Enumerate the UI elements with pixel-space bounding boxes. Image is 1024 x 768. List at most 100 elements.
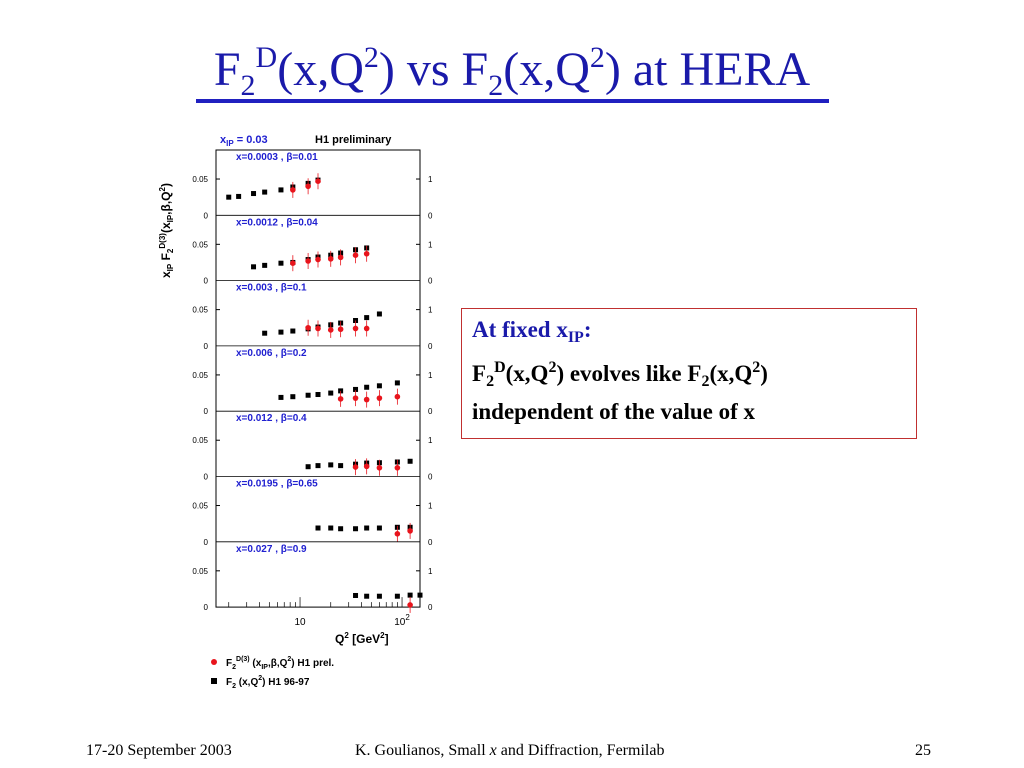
f2d-point <box>327 256 334 262</box>
panel-label: x=0.012 , β=0.4 <box>236 413 307 424</box>
f2-point <box>328 525 334 531</box>
f2d-point <box>352 395 359 401</box>
panel-label: x=0.0003 , β=0.01 <box>236 152 318 163</box>
f2-point <box>305 392 311 398</box>
panel-label: x=0.0012 , β=0.04 <box>236 217 318 228</box>
plot-area: 0.05 0 1 0 x=0.0003 , β=0.01 0.05 0 1 0 x=0.0012 … <box>192 149 433 613</box>
f2d-point <box>305 324 311 331</box>
f2-point <box>305 464 311 470</box>
right-tick-label: 0 <box>428 407 433 416</box>
f2-point <box>353 592 359 598</box>
legend-entry-f2: F2 (x,Q2) H1 96-97 <box>226 675 310 690</box>
f2-point <box>364 384 370 390</box>
right-tick-label: 0 <box>428 538 433 547</box>
f2-point <box>407 592 413 598</box>
f2-point <box>278 394 284 400</box>
figure-xip-label: xIP = 0.03 <box>220 134 268 148</box>
panel-label: x=0.027 , β=0.9 <box>236 544 307 555</box>
right-tick-label: 1 <box>428 567 433 576</box>
left-axis-label: xIP F2D(3)(xIP,β,Q2) <box>158 183 175 278</box>
f2-point <box>262 189 268 195</box>
f2-point <box>226 194 232 200</box>
right-tick-label: 1 <box>428 240 433 249</box>
f2d-point <box>376 464 383 471</box>
f2d-point <box>305 258 311 264</box>
f2d-point <box>337 254 344 261</box>
f2-point <box>376 525 382 531</box>
f2-point <box>251 264 257 270</box>
f2d-point <box>352 252 359 259</box>
callout-line-1: At fixed xIP: <box>472 317 592 346</box>
f2-point <box>251 191 257 197</box>
left-tick-label: 0 <box>204 342 209 351</box>
title-underline <box>196 99 829 103</box>
footer-author: K. Goulianos, Small x and Diffraction, F… <box>355 742 665 759</box>
f2-point <box>394 380 400 386</box>
f2-point <box>364 593 370 599</box>
f2d-point <box>363 396 370 403</box>
x-tick-label-10: 10 <box>294 617 306 628</box>
f2-point <box>262 262 268 268</box>
f2-point <box>353 526 359 532</box>
f2-point <box>338 463 344 469</box>
right-tick-label: 0 <box>428 277 433 286</box>
f2-point <box>364 525 370 531</box>
left-tick-label: 0 <box>204 538 209 547</box>
f2d-point <box>394 393 401 400</box>
x-tick-label-100: 102 <box>394 613 410 628</box>
panel-label: x=0.003 , β=0.1 <box>236 283 307 294</box>
f2d-point <box>376 395 383 401</box>
right-tick-label: 1 <box>428 371 433 380</box>
f2-point <box>278 329 284 335</box>
f2-point <box>376 593 382 599</box>
f2-point <box>394 593 400 599</box>
legend-marker-f2d <box>211 659 217 665</box>
f2-point <box>417 592 423 598</box>
f2d-point <box>363 250 370 257</box>
f2-point <box>290 394 296 400</box>
left-tick-label: 0 <box>204 211 209 220</box>
left-tick-label: 0.05 <box>192 306 208 315</box>
f2-point <box>236 193 242 199</box>
f2d-point <box>363 325 370 332</box>
left-tick-label: 0.05 <box>192 567 208 576</box>
right-tick-label: 1 <box>428 436 433 445</box>
right-tick-label: 1 <box>428 502 433 511</box>
figure-header-label: H1 preliminary <box>315 134 392 146</box>
left-tick-label: 0 <box>204 603 209 612</box>
f2-point <box>262 330 268 336</box>
f2-point <box>407 458 413 464</box>
f2-point <box>364 315 370 321</box>
f2-point <box>376 383 382 389</box>
left-tick-label: 0.05 <box>192 436 208 445</box>
footer-date: 17-20 September 2003 <box>86 742 232 759</box>
right-tick-label: 1 <box>428 306 433 315</box>
f2-point <box>315 463 321 469</box>
legend: F2D(3) (xIP,β,Q2) H1 prel. F2 (x,Q2) H1 … <box>211 656 334 690</box>
f2d-point <box>352 325 359 332</box>
f2d-point <box>290 187 296 193</box>
f2d-point <box>407 602 413 608</box>
f2d-point <box>327 327 334 333</box>
legend-marker-f2 <box>211 678 217 684</box>
left-tick-label: 0.05 <box>192 502 208 511</box>
f2d-point <box>394 464 401 471</box>
right-tick-label: 0 <box>428 342 433 351</box>
right-tick-label: 0 <box>428 603 433 612</box>
f2-point <box>278 260 284 266</box>
left-tick-label: 0.05 <box>192 371 208 380</box>
f2-point <box>290 328 296 334</box>
f2d-point <box>337 326 344 333</box>
h1-diffractive-figure: xIP = 0.03 H1 preliminary xIP F2D(3)(xIP… <box>158 134 433 690</box>
f2d-point <box>315 256 321 263</box>
slide-title: F2D(x,Q2) vs F2(x,Q2) at HERA <box>213 41 811 102</box>
callout-box: At fixed xIP: F2D(x,Q2) evolves like F2(… <box>461 308 917 439</box>
right-tick-label: 0 <box>428 473 433 482</box>
right-tick-label: 1 <box>428 175 433 184</box>
panel-label: x=0.006 , β=0.2 <box>236 348 307 359</box>
f2-point <box>376 311 382 317</box>
f2d-point <box>315 325 321 332</box>
footer: 17-20 September 2003 K. Goulianos, Small… <box>0 742 1024 764</box>
callout-line-3: independent of the value of x <box>472 399 756 424</box>
x-axis-label: Q2 [GeV2] <box>335 631 389 646</box>
